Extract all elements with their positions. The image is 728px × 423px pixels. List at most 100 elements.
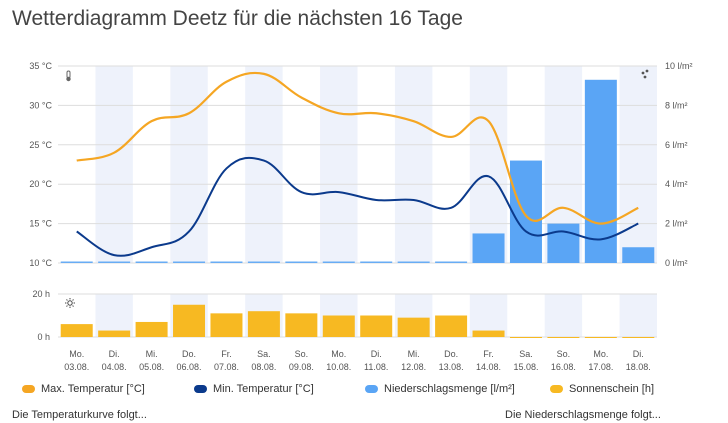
precipitation-bars: [60, 79, 655, 263]
precipitation-baseline: [509, 261, 542, 263]
legend-label-precipitation: Niederschlagsmenge [l/m²]: [384, 383, 515, 395]
day-weekday-label: Fr.: [483, 349, 494, 359]
precipitation-bar: [472, 233, 505, 263]
day-date-label: 18.08.: [626, 362, 651, 372]
day-band: [394, 66, 433, 263]
precipitation-baseline: [247, 261, 280, 263]
sunshine-bar: [509, 337, 542, 338]
sunshine-bar: [472, 330, 505, 337]
temperature-tick-label: 15 °C: [29, 219, 52, 229]
sunshine-bar: [322, 315, 355, 337]
day-weekday-label: Do.: [182, 349, 196, 359]
sunshine-bar: [397, 317, 430, 337]
temperature-tick-label: 35 °C: [29, 61, 52, 71]
day-date-label: 08.08.: [251, 362, 276, 372]
axis-icons: [65, 69, 649, 308]
precipitation-baseline: [322, 261, 355, 263]
precipitation-baseline: [397, 261, 430, 263]
day-band: [245, 66, 283, 263]
precipitation-baseline: [173, 261, 206, 263]
day-labels: Mo. 03.08. Di. 04.08. Mi. 05.08. Do. 06.08. Fr. 0…: [64, 349, 651, 372]
sunshine-bar: [435, 315, 468, 337]
precipitation-baseline: [60, 261, 93, 263]
footer-notes: Die Temperaturkurve folgt... Die Nieders…: [0, 409, 728, 423]
sunshine-bar: [247, 311, 280, 337]
sunshine-bar: [360, 315, 393, 337]
day-date-label: 06.08.: [177, 362, 202, 372]
day-date-label: 14.08.: [476, 362, 501, 372]
sunshine-bar: [285, 313, 318, 337]
day-date-label: 09.08.: [289, 362, 314, 372]
legend-item-max-temp[interactable]: Max. Temperatur [°C]: [22, 383, 145, 395]
precipitation-baseline: [472, 261, 505, 263]
precipitation-baseline: [285, 261, 318, 263]
day-weekday-label: So.: [295, 349, 309, 359]
precipitation-tick-label: 0 l/m²: [665, 258, 688, 268]
sunshine-bar: [60, 324, 93, 337]
max-temperature-line: [76, 71, 639, 225]
precipitation-baseline: [435, 261, 468, 263]
day-weekday-label: Di.: [109, 349, 120, 359]
legend-swatch-sunshine: [550, 385, 563, 393]
day-date-label: 04.08.: [102, 362, 127, 372]
day-weekday-label: Mi.: [146, 349, 158, 359]
min-temperature-line: [76, 156, 639, 257]
day-band: [619, 66, 657, 263]
sunshine-bar: [173, 304, 206, 337]
precipitation-baseline: [547, 261, 580, 263]
precipitation-baseline: [360, 261, 393, 263]
day-weekday-label: Mo.: [331, 349, 346, 359]
precipitation-baseline: [622, 261, 655, 263]
sun-icon: [65, 298, 75, 308]
sunshine-bar: [135, 321, 168, 337]
temperature-lines: [76, 71, 639, 257]
legend-swatch-precipitation: [365, 385, 378, 393]
day-date-label: 15.08.: [513, 362, 538, 372]
legend-item-min-temp[interactable]: Min. Temperatur [°C]: [194, 383, 314, 395]
precipitation-baseline: [135, 261, 168, 263]
legend-label-max-temp: Max. Temperatur [°C]: [41, 383, 145, 395]
temperature-tick-label: 25 °C: [29, 140, 52, 150]
day-band: [544, 294, 583, 337]
precipitation-bar: [584, 79, 617, 263]
sunshine-tick-label: 20 h: [32, 289, 50, 299]
day-band: [95, 294, 133, 337]
sunshine-bar: [98, 330, 131, 337]
legend-label-min-temp: Min. Temperatur [°C]: [213, 383, 314, 395]
day-bands: [95, 66, 657, 337]
day-date-label: 10.08.: [326, 362, 351, 372]
raindrops-icon: [641, 69, 649, 79]
sunshine-bar: [547, 337, 580, 338]
day-date-label: 05.08.: [139, 362, 164, 372]
precipitation-baseline: [584, 261, 617, 263]
chart-title: Wetterdiagramm Deetz für die nächsten 16…: [12, 7, 463, 30]
legend-swatch-max-temp: [22, 385, 35, 393]
day-weekday-label: Mo.: [593, 349, 608, 359]
day-date-label: 07.08.: [214, 362, 239, 372]
sunshine-bar: [210, 313, 243, 337]
day-weekday-label: Di.: [633, 349, 644, 359]
legend: Max. Temperatur [°C] Min. Temperatur [°C…: [0, 383, 728, 401]
day-weekday-label: Sa.: [257, 349, 271, 359]
weather-chart: 35 °C 30 °C 25 °C 20 °C 15 °C 10 °C 10 l/m² 8 l…: [29, 61, 692, 372]
day-weekday-label: Di.: [371, 349, 382, 359]
legend-item-sunshine[interactable]: Sonnenschein [h]: [550, 383, 654, 395]
day-weekday-label: Fr.: [221, 349, 232, 359]
day-band: [320, 66, 358, 263]
legend-item-precipitation[interactable]: Niederschlagsmenge [l/m²]: [365, 383, 515, 395]
sunshine-bar: [584, 337, 617, 338]
day-weekday-label: Do.: [444, 349, 458, 359]
day-weekday-label: Mo.: [69, 349, 84, 359]
precipitation-tick-label: 10 l/m²: [665, 61, 693, 71]
axis-labels: 35 °C 30 °C 25 °C 20 °C 15 °C 10 °C 10 l/m² 8 l…: [29, 61, 692, 342]
day-date-label: 11.08.: [364, 362, 388, 372]
precipitation-baseline: [98, 261, 131, 263]
thermometer-icon: [66, 70, 71, 82]
legend-swatch-min-temp: [194, 385, 207, 393]
precipitation-tick-label: 4 l/m²: [665, 179, 688, 189]
footer-note-right: Die Niederschlagsmenge folgt...: [505, 409, 661, 421]
precipitation-bar: [622, 247, 655, 263]
precipitation-bar: [509, 160, 542, 263]
day-band: [469, 66, 508, 263]
temperature-tick-label: 10 °C: [29, 258, 52, 268]
